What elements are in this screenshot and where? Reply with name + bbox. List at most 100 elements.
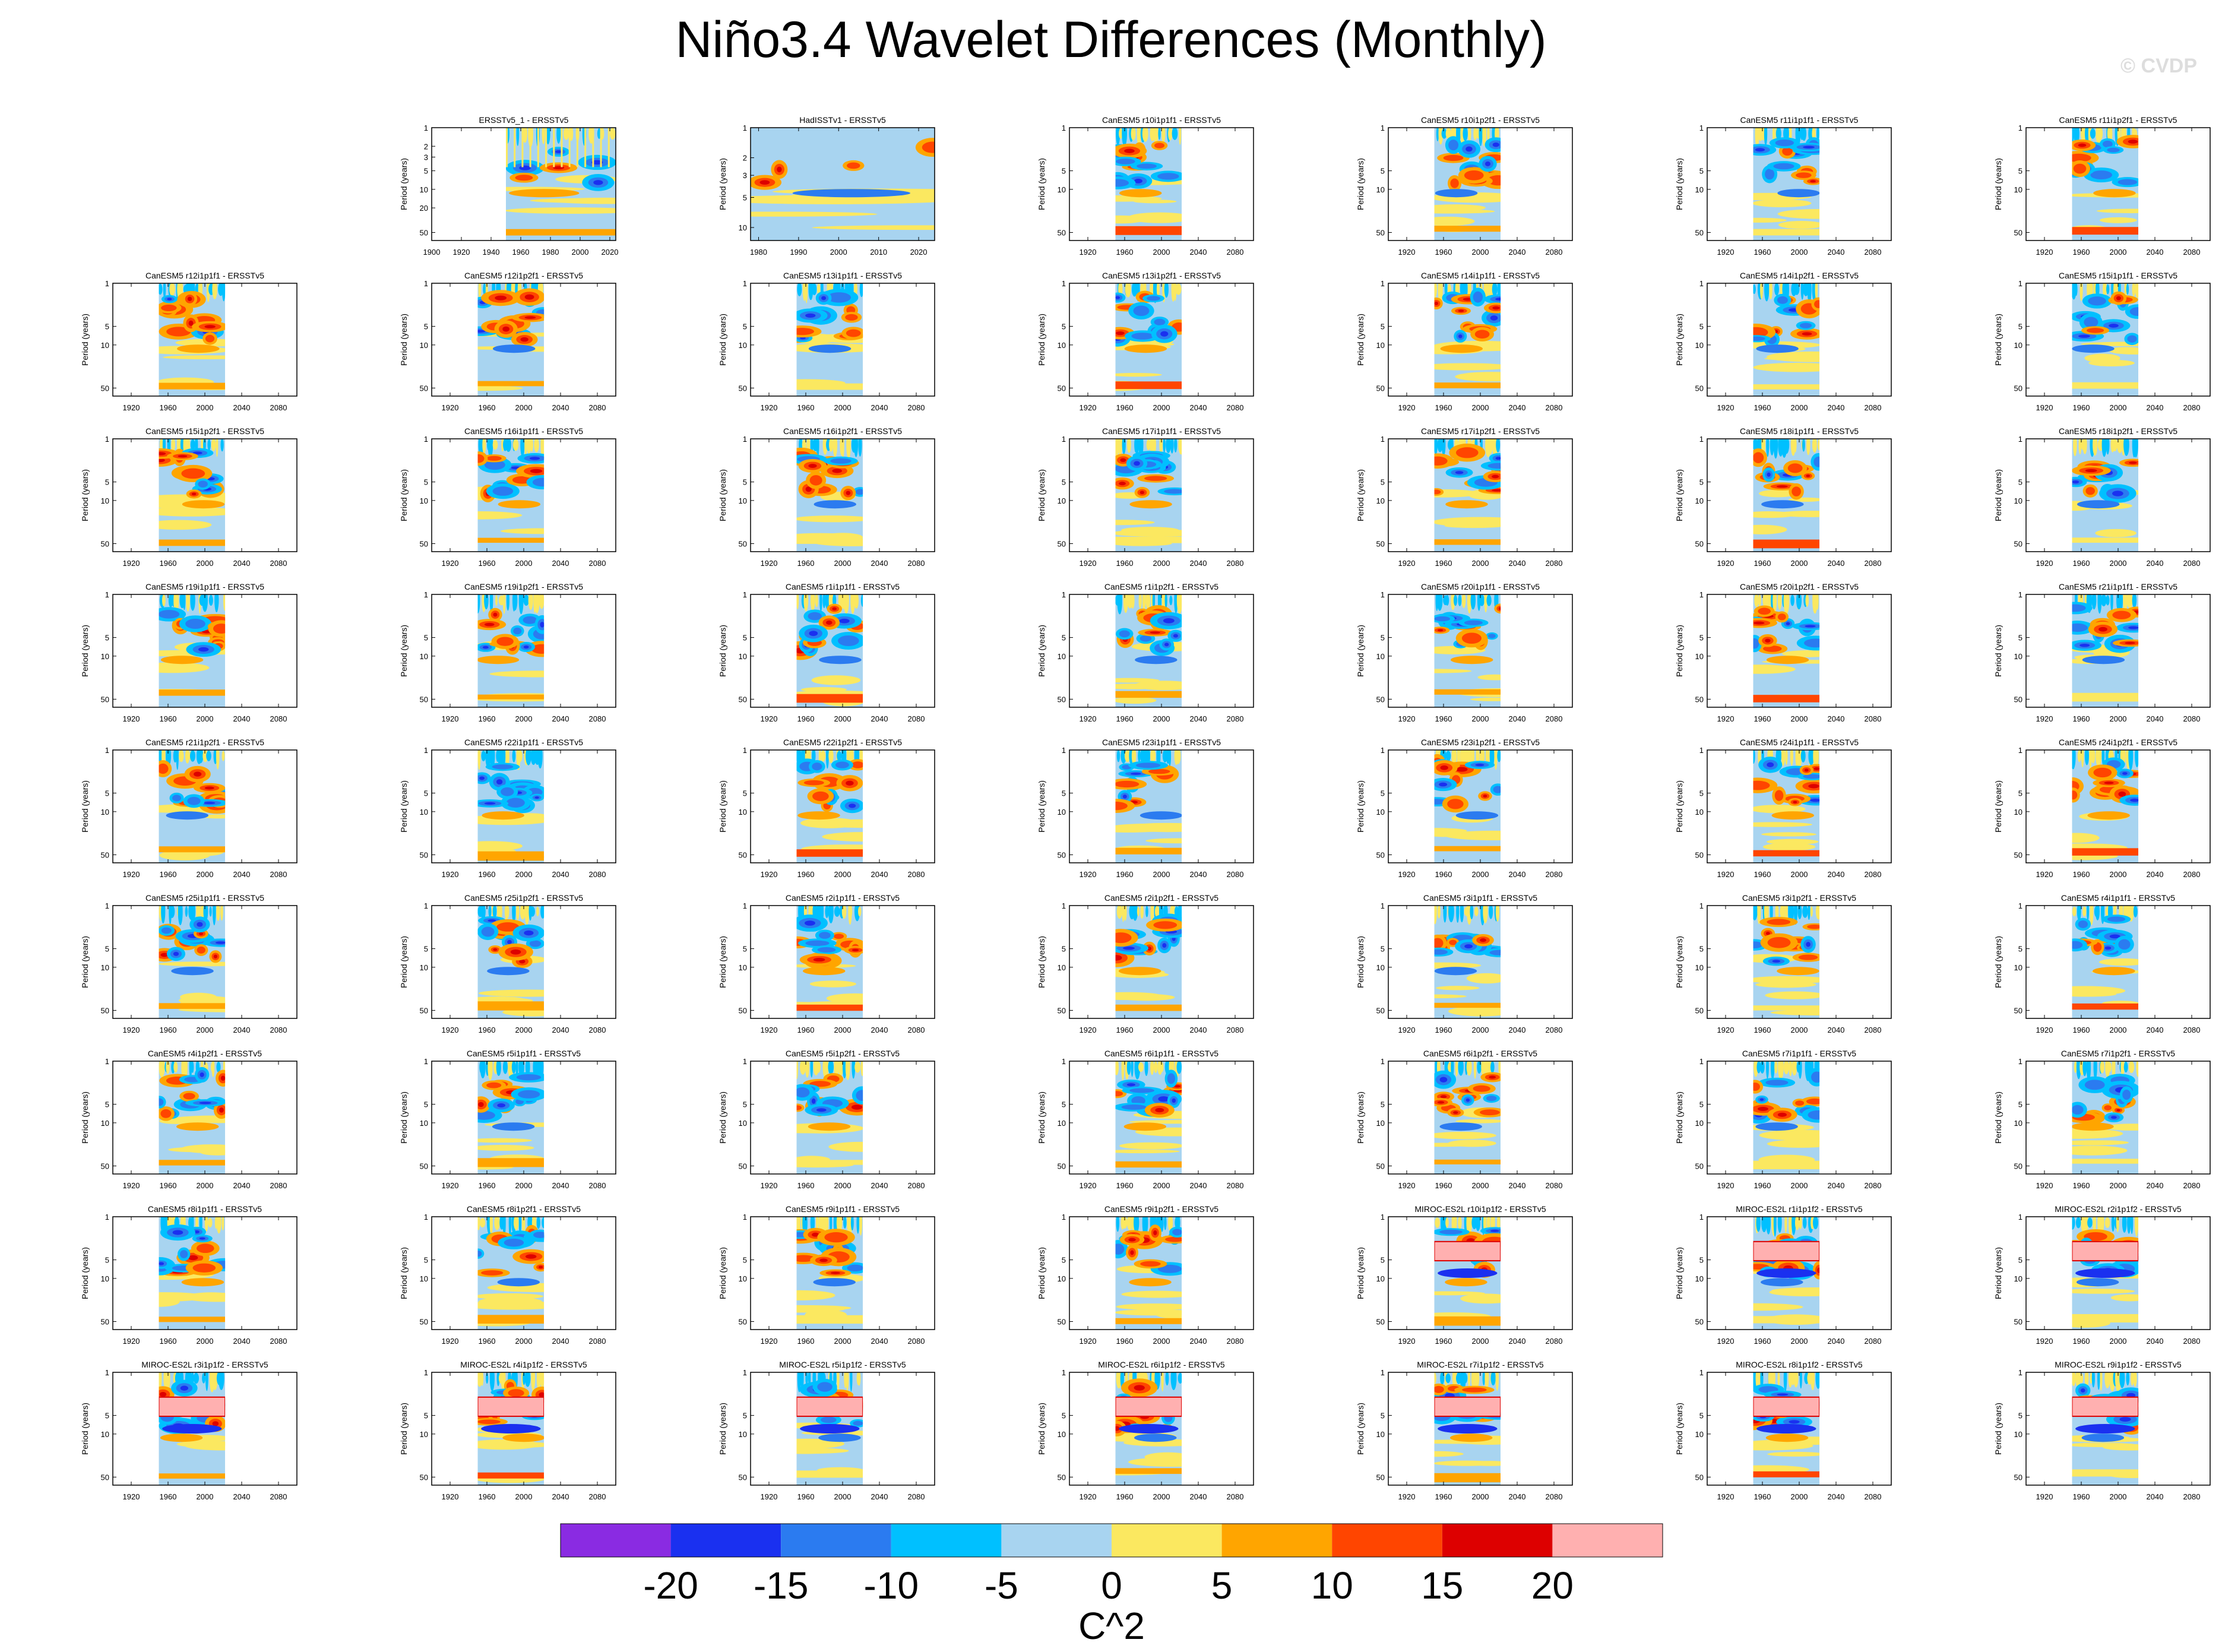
y-tick-label: 10 <box>420 1119 428 1128</box>
y-tick-label: 10 <box>101 1430 109 1439</box>
y-tick-label: 5 <box>1062 322 1066 331</box>
x-tick-label: 1960 <box>797 870 815 879</box>
y-tick-label: 50 <box>1376 384 1385 393</box>
y-axis-label: Period (years) <box>80 469 90 521</box>
y-tick-label: 1 <box>1062 1368 1066 1377</box>
y-tick-label: 5 <box>743 1412 747 1420</box>
x-tick-label: 2080 <box>2183 403 2201 412</box>
wavelet-field <box>1434 750 1501 863</box>
y-axis-label: Period (years) <box>399 469 409 521</box>
x-tick-label: 1920 <box>442 1492 459 1501</box>
y-tick-label: 5 <box>1062 1412 1066 1420</box>
x-tick-label: 2000 <box>2110 1026 2127 1034</box>
wavelet-panel: CanESM5 r12i1p2f1 - ERSSTv5 Period (years… <box>399 271 616 412</box>
x-tick-label: 1920 <box>1717 714 1734 723</box>
panel-title: ERSSTv5_1 - ERSSTv5 <box>479 115 569 125</box>
x-tick-label: 2080 <box>2183 1026 2201 1034</box>
colorbar-swatch <box>1332 1524 1442 1557</box>
y-tick-label: 50 <box>1376 1473 1385 1482</box>
y-axis-label: Period (years) <box>718 936 727 988</box>
y-tick-label: 5 <box>2018 945 2022 954</box>
wavelet-panel: CanESM5 r6i1p1f1 - ERSSTv5 Period (years)… <box>1037 1049 1254 1190</box>
wavelet-panel: CanESM5 r10i1p1f1 - ERSSTv5 Period (years… <box>1037 115 1254 257</box>
y-tick-label: 50 <box>1376 228 1385 237</box>
x-tick-label: 2080 <box>1227 1026 1244 1034</box>
x-tick-label: 2080 <box>908 1181 925 1190</box>
x-tick-label: 1920 <box>761 1026 778 1034</box>
wavelet-field <box>1753 906 1820 1018</box>
x-tick-label: 1960 <box>160 870 177 879</box>
wavelet-field <box>477 283 545 396</box>
y-tick-label: 10 <box>420 496 428 505</box>
y-axis-label: Period (years) <box>718 314 727 366</box>
x-tick-label: 2040 <box>552 1337 569 1346</box>
x-tick-label: 1920 <box>1080 870 1097 879</box>
wavelet-panel: CanESM5 r8i1p1f1 - ERSSTv5 Period (years)… <box>80 1204 297 1346</box>
y-tick-label: 10 <box>739 496 747 505</box>
x-tick-label: 1920 <box>2036 1026 2053 1034</box>
y-tick-label: 50 <box>2014 850 2022 859</box>
x-tick-label: 2000 <box>515 1492 533 1501</box>
x-tick-label: 2040 <box>233 559 251 568</box>
wavelet-field <box>2072 128 2139 240</box>
y-tick-label: 10 <box>739 341 747 350</box>
wavelet-panel: CanESM5 r17i1p2f1 - ERSSTv5 Period (years… <box>1356 426 1573 568</box>
x-tick-label: 1920 <box>1717 1026 1734 1034</box>
y-tick-label: 10 <box>1695 1430 1704 1439</box>
y-tick-label: 10 <box>1695 1274 1704 1283</box>
wavelet-panel: CanESM5 r25i1p1f1 - ERSSTv5 Period (years… <box>80 893 297 1034</box>
y-tick-label: 5 <box>1699 322 1704 331</box>
y-tick-label: 10 <box>101 1274 109 1283</box>
y-tick-label: 50 <box>1695 1006 1704 1015</box>
y-tick-label: 10 <box>739 652 747 661</box>
panel-title: CanESM5 r14i1p1f1 - ERSSTv5 <box>1421 271 1540 280</box>
y-tick-label: 50 <box>420 1162 428 1170</box>
wavelet-panel: MIROC-ES2L r2i1p1f2 - ERSSTv5 Period (yea… <box>1993 1204 2211 1346</box>
wavelet-panel: CanESM5 r8i1p2f1 - ERSSTv5 Period (years)… <box>399 1204 616 1346</box>
x-tick-label: 1960 <box>797 1026 815 1034</box>
colorbar-swatch <box>1001 1524 1112 1557</box>
x-tick-label: 1920 <box>2036 559 2053 568</box>
x-tick-label: 1920 <box>2036 714 2053 723</box>
x-tick-label: 2080 <box>1865 1026 1882 1034</box>
y-tick-label: 1 <box>424 1368 428 1377</box>
wavelet-field <box>1753 1061 1820 1174</box>
y-tick-label: 5 <box>2018 322 2022 331</box>
wavelet-field <box>1434 439 1501 552</box>
y-axis-label: Period (years) <box>1993 1403 2003 1455</box>
x-tick-label: 2040 <box>871 1337 888 1346</box>
x-tick-label: 1920 <box>1080 1492 1097 1501</box>
panel-title: CanESM5 r18i1p1f1 - ERSSTv5 <box>1740 426 1859 436</box>
x-tick-label: 2000 <box>2110 870 2127 879</box>
y-tick-label: 10 <box>420 1274 428 1283</box>
y-axis-label: Period (years) <box>399 780 409 833</box>
x-tick-label: 1960 <box>1116 714 1134 723</box>
x-tick-label: 1920 <box>442 559 459 568</box>
y-tick-label: 1 <box>105 590 109 599</box>
y-tick-label: 10 <box>101 963 109 972</box>
y-tick-label: 5 <box>1381 322 1385 331</box>
x-tick-label: 2000 <box>515 403 533 412</box>
wavelet-field <box>159 750 226 863</box>
y-axis-label: Period (years) <box>1993 469 2003 521</box>
x-tick-label: 2080 <box>1865 1492 1882 1501</box>
y-tick-label: 5 <box>424 634 428 643</box>
x-tick-label: 1960 <box>1116 248 1134 257</box>
y-tick-label: 10 <box>1058 808 1066 816</box>
wavelet-panel: CanESM5 r14i1p1f1 - ERSSTv5 Period (years… <box>1356 271 1573 412</box>
wavelet-panel: CanESM5 r12i1p1f1 - ERSSTv5 Period (years… <box>80 271 297 412</box>
y-tick-label: 10 <box>420 1430 428 1439</box>
x-tick-label: 2080 <box>1546 1026 1563 1034</box>
y-tick-label: 10 <box>1695 963 1704 972</box>
y-tick-label: 1 <box>1381 124 1385 132</box>
x-tick-label: 2080 <box>1227 559 1244 568</box>
y-axis-label: Period (years) <box>718 625 727 677</box>
wavelet-panel: CanESM5 r24i1p2f1 - ERSSTv5 Period (years… <box>1993 738 2211 879</box>
y-tick-label: 5 <box>2018 1100 2022 1109</box>
x-tick-label: 2040 <box>233 403 251 412</box>
wavelet-panel: CanESM5 r13i1p1f1 - ERSSTv5 Period (years… <box>718 271 935 412</box>
y-tick-label: 3 <box>743 171 747 180</box>
wavelet-panel: MIROC-ES2L r8i1p1f2 - ERSSTv5 Period (yea… <box>1675 1360 1892 1501</box>
panel-title: CanESM5 r23i1p2f1 - ERSSTv5 <box>1421 738 1540 747</box>
y-axis-label: Period (years) <box>1993 625 2003 677</box>
